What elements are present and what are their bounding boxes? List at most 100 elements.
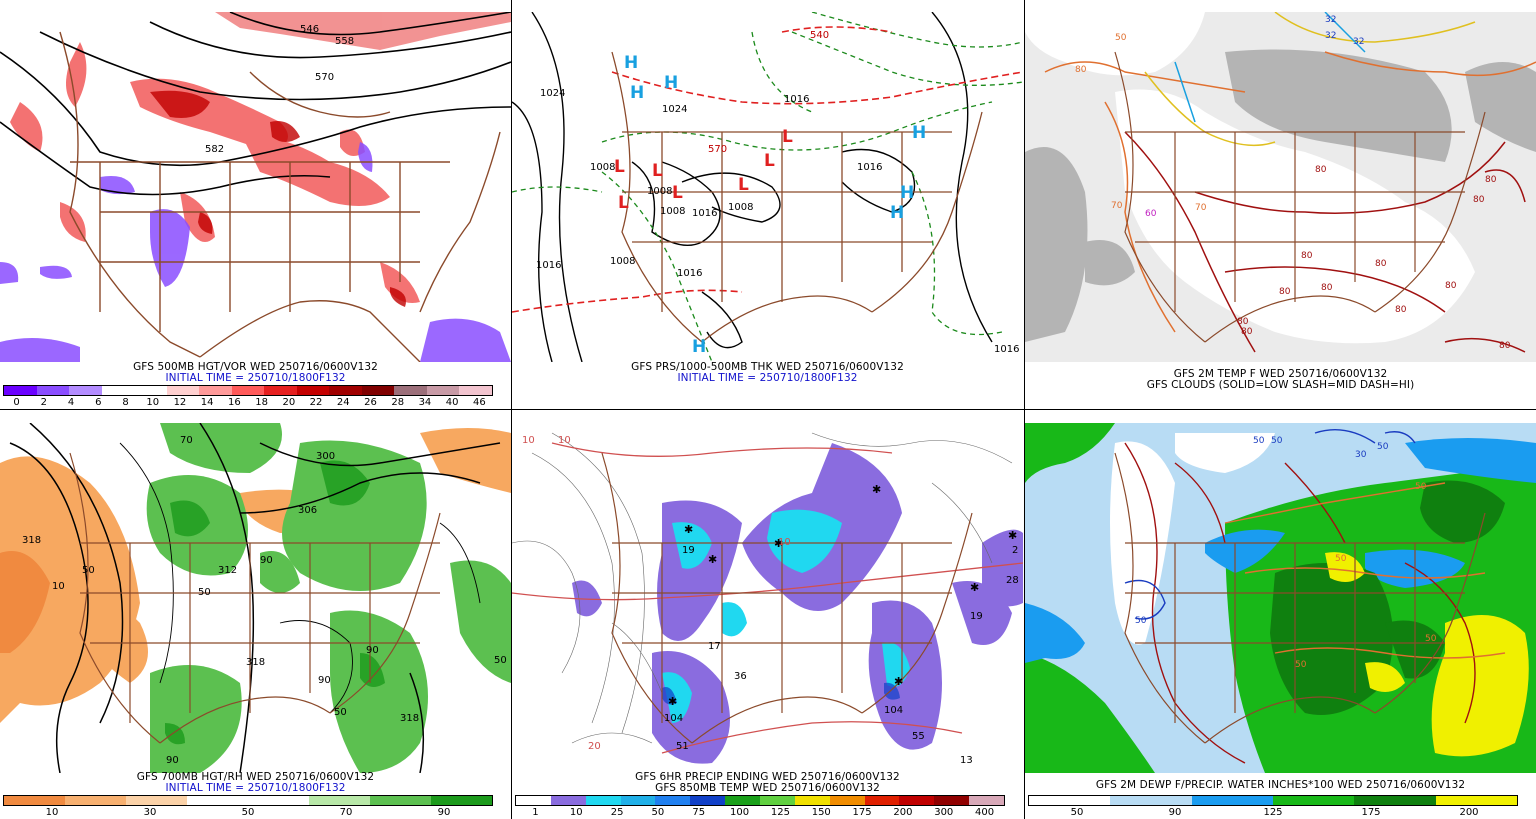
- contour-label: 50: [1271, 436, 1283, 446]
- colorbar-swatch: [899, 796, 935, 805]
- snowflake-icon: ✱: [894, 675, 903, 688]
- snowflake-icon: ✱: [970, 581, 979, 594]
- colorbar-swatch: [459, 386, 492, 395]
- colorbar-swatch: [934, 796, 970, 805]
- panel-title: GFS PRS/1000-500MB THK WED 250716/0600V1…: [631, 361, 904, 373]
- colorbar-tick-label: 12: [173, 397, 187, 408]
- colorbar-swatch: [1476, 796, 1518, 805]
- contour-label: 20: [588, 741, 601, 752]
- contour-label: 32: [1325, 15, 1336, 25]
- colorbar-swatch: [199, 386, 232, 395]
- contour-label: 80: [1075, 65, 1087, 75]
- colorbar: [1028, 795, 1518, 806]
- contour-label: 80: [1237, 317, 1249, 327]
- colorbar-swatch: [370, 796, 431, 805]
- panel-subtitle: INITIAL TIME = 250710/1800F132: [677, 372, 858, 384]
- colorbar-tick-label: 4: [67, 397, 75, 408]
- contour-label: 80: [1321, 283, 1333, 293]
- contour-label: 50: [1335, 554, 1347, 564]
- contour-label: 80: [1241, 327, 1253, 337]
- colorbar-tick-label: 18: [255, 397, 268, 408]
- colorbar-swatch: [760, 796, 795, 805]
- contour-label: 13: [960, 755, 973, 766]
- colorbar-tick-label: 22: [309, 397, 323, 408]
- colorbar-swatch: [829, 796, 865, 805]
- contour-label: 50: [1377, 442, 1389, 452]
- high-pressure-symbol: H: [664, 73, 678, 93]
- colorbar-swatch: [1151, 796, 1192, 805]
- snowflake-icon: ✱: [774, 537, 783, 550]
- colorbar-tick-label: 10: [45, 807, 59, 818]
- colorbar: [515, 795, 1005, 806]
- contour-label: 19: [682, 545, 695, 556]
- colorbar: [3, 795, 493, 806]
- contour-label: 50: [1135, 616, 1147, 626]
- colorbar-swatch: [394, 386, 427, 395]
- colorbar: [3, 385, 493, 396]
- high-pressure-symbol: H: [890, 203, 904, 223]
- colorbar-tick-label: 30: [143, 807, 157, 818]
- colorbar-swatch: [655, 796, 691, 805]
- colorbar-swatch: [725, 796, 761, 805]
- colorbar-tick-label: 34: [418, 397, 432, 408]
- contour-label: 546: [300, 24, 319, 35]
- contour-label: 300: [316, 451, 335, 462]
- colorbar-tick-label: 200: [1459, 807, 1479, 818]
- contour-label: 32: [1325, 31, 1336, 41]
- panel-subtitle: INITIAL TIME = 250710/1800F132: [165, 372, 346, 384]
- colorbar-tick-label: 75: [692, 807, 706, 818]
- contour-label: 558: [335, 36, 354, 47]
- colorbar-swatch: [550, 796, 586, 805]
- panel-dewpoint-pwat: 50 50 30 50 50 50 50 50 50 GFS 2M DEWP F…: [1025, 411, 1536, 819]
- contour-label: 1016: [677, 268, 702, 279]
- high-pressure-symbol: H: [900, 183, 914, 203]
- contour-label: 28: [1006, 575, 1019, 586]
- contour-label: 50: [494, 655, 507, 666]
- low-pressure-symbol: L: [672, 183, 683, 203]
- colorbar-swatch: [969, 796, 1005, 805]
- low-pressure-symbol: L: [614, 157, 625, 177]
- snowflake-icon: ✱: [1008, 529, 1017, 542]
- contour-label: 90: [366, 645, 379, 656]
- contour-label: 1016: [784, 94, 809, 105]
- panel-title: GFS 500MB HGT/VOR WED 250716/0600V132: [133, 361, 378, 373]
- contour-label: 1016: [692, 208, 717, 219]
- contour-label: 1008: [647, 186, 672, 197]
- contour-label: 90: [318, 675, 331, 686]
- snowflake-icon: ✱: [668, 695, 677, 708]
- contour-label: 51: [676, 741, 689, 752]
- colorbar-swatch: [134, 386, 167, 395]
- contour-label: 582: [205, 144, 224, 155]
- colorbar-swatch: [1395, 796, 1436, 805]
- colorbar-swatch: [101, 386, 135, 395]
- contour-label: 312: [218, 565, 237, 576]
- colorbar-swatch: [1069, 796, 1111, 805]
- contour-label: 104: [664, 713, 683, 724]
- colorbar-tick-label: 175: [852, 807, 872, 818]
- contour-label: 50: [1415, 482, 1427, 492]
- colorbar-swatch: [864, 796, 900, 805]
- colorbar-swatch: [36, 386, 70, 395]
- contour-label: 80: [1375, 259, 1387, 269]
- snowflake-icon: ✱: [708, 553, 717, 566]
- colorbar-tick-label: 50: [241, 807, 255, 818]
- high-pressure-symbol: H: [630, 83, 644, 103]
- high-pressure-symbol: H: [912, 123, 926, 143]
- colorbar-tick-label: 0: [13, 397, 20, 408]
- contour-label: 80: [1473, 195, 1485, 205]
- colorbar-swatch: [166, 386, 200, 395]
- contour-label: 1008: [610, 256, 635, 267]
- contour-label: 90: [166, 755, 179, 766]
- panel-700mb-rh: 318 312 306 300 318 50 50 90 70 10 50 50…: [0, 411, 511, 819]
- colorbar-swatch: [264, 386, 297, 395]
- colorbar-swatch: [1029, 796, 1070, 805]
- contour-label: 318: [246, 657, 265, 668]
- contour-label: 10: [778, 537, 791, 548]
- colorbar-swatch: [516, 796, 551, 805]
- low-pressure-symbol: L: [618, 193, 629, 213]
- colorbar-swatch: [65, 796, 126, 805]
- colorbar-swatch: [4, 796, 65, 805]
- contour-label: 10: [52, 581, 65, 592]
- colorbar-swatch: [1354, 796, 1396, 805]
- contour-label: 30: [1355, 450, 1367, 460]
